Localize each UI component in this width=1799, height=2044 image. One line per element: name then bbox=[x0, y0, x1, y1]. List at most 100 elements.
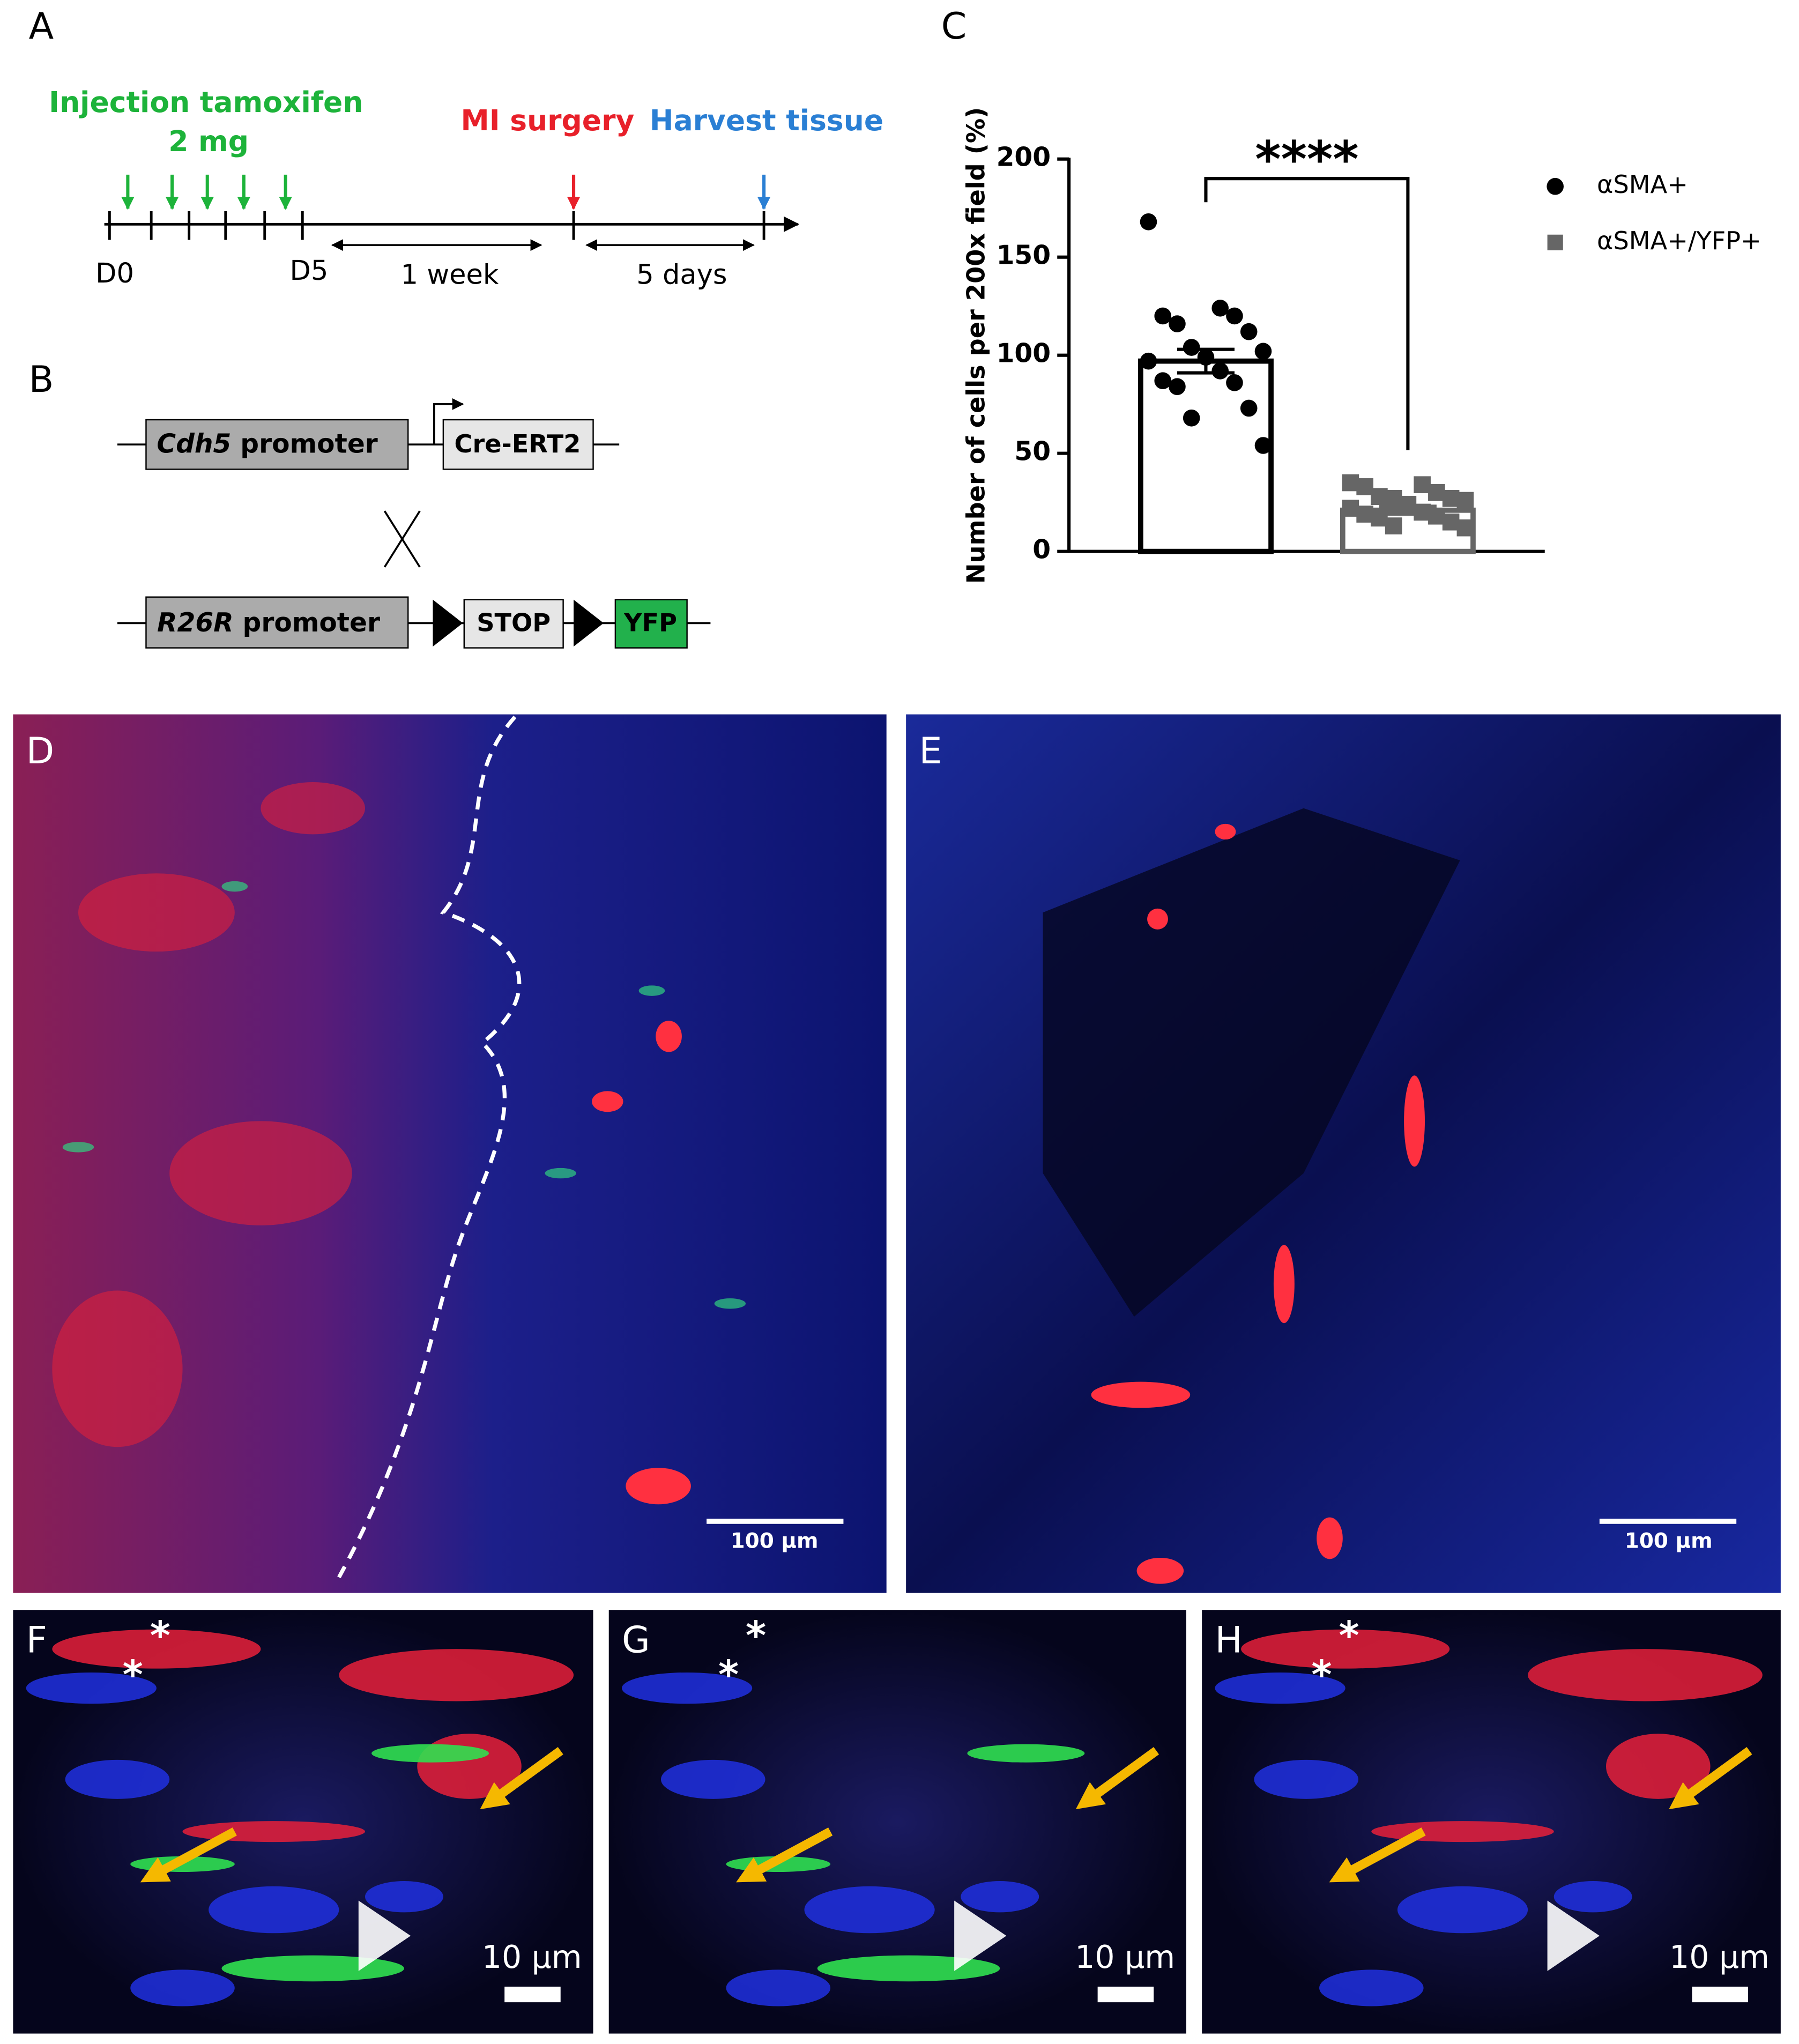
data-point bbox=[1140, 213, 1157, 231]
texture bbox=[1043, 808, 1460, 1317]
data-point bbox=[1456, 519, 1474, 537]
panel-e: E 100 μm bbox=[906, 714, 1781, 1593]
nucleus bbox=[1397, 1886, 1528, 1934]
y-tick-label: 50 bbox=[1014, 437, 1051, 467]
nucleus bbox=[622, 1672, 753, 1704]
injection-arrows bbox=[121, 174, 292, 210]
red-cell bbox=[339, 1649, 574, 1701]
significance-bracket bbox=[1204, 177, 1410, 450]
data-point bbox=[1169, 315, 1186, 332]
data-point bbox=[1456, 492, 1474, 509]
data-point bbox=[1356, 478, 1373, 495]
data-point bbox=[1254, 437, 1272, 454]
nucleus bbox=[1553, 1881, 1632, 1913]
data-point bbox=[1183, 339, 1200, 356]
data-point bbox=[1414, 503, 1431, 521]
panel-label: A bbox=[29, 5, 54, 48]
nucleus bbox=[660, 1759, 765, 1799]
texture bbox=[52, 782, 365, 1447]
cassette-box bbox=[442, 419, 594, 470]
data-point bbox=[1226, 374, 1243, 391]
arrow bbox=[736, 1827, 833, 1883]
panel-label: B bbox=[29, 359, 54, 401]
y-tick-label: 0 bbox=[1032, 535, 1051, 565]
loxp bbox=[574, 599, 604, 647]
promoter-box bbox=[145, 596, 409, 649]
data-point bbox=[1385, 517, 1402, 534]
arrow bbox=[140, 1827, 237, 1883]
nucleus bbox=[1215, 1672, 1345, 1704]
reporter-box bbox=[614, 599, 688, 649]
data-point bbox=[1240, 323, 1258, 340]
nucleus bbox=[365, 1881, 443, 1913]
arrow bbox=[480, 1746, 563, 1810]
nucleus bbox=[726, 1969, 831, 2006]
stop-label: STOP bbox=[477, 608, 551, 637]
data-point bbox=[1342, 474, 1359, 492]
red-cell bbox=[1241, 1629, 1450, 1669]
arrowhead-triangle bbox=[1547, 1900, 1600, 1971]
data-point bbox=[1169, 378, 1186, 396]
vessel bbox=[592, 1021, 691, 1505]
panel-label: F bbox=[26, 1619, 47, 1662]
significance-label: **** bbox=[1255, 130, 1358, 188]
scale-bar-label: 100 μm bbox=[731, 1529, 819, 1553]
nucleus bbox=[1254, 1759, 1358, 1799]
data-point bbox=[1226, 307, 1243, 325]
tss-arrow bbox=[433, 398, 464, 445]
panel-c: C Number of cells per 200x field (%) 0 50… bbox=[941, 5, 1761, 584]
scale-bar-label: 10 μm bbox=[1075, 1939, 1175, 1975]
nucleus bbox=[961, 1881, 1039, 1913]
green-cell bbox=[371, 1744, 489, 1763]
red-cell bbox=[182, 1821, 365, 1842]
data-point bbox=[1197, 348, 1215, 366]
nucleus bbox=[130, 1969, 235, 2006]
vessel bbox=[1091, 823, 1425, 1584]
interval-label: 1 week bbox=[401, 259, 499, 291]
red-cell bbox=[1528, 1649, 1763, 1701]
data-point bbox=[1140, 352, 1157, 370]
scale-bar-label: 100 μm bbox=[1625, 1529, 1713, 1553]
scale-bar-label: 10 μm bbox=[482, 1939, 582, 1975]
marker-label: * bbox=[123, 1653, 143, 1698]
stop-box bbox=[463, 599, 564, 649]
promoter-box bbox=[145, 419, 409, 470]
nucleus bbox=[26, 1672, 157, 1704]
data-point bbox=[1414, 476, 1431, 494]
data-point bbox=[1240, 399, 1258, 417]
arrowhead-triangle bbox=[358, 1900, 411, 1971]
green-cell bbox=[221, 1955, 404, 1982]
data-point bbox=[1154, 372, 1172, 390]
day-label: D0 bbox=[95, 258, 134, 289]
panel-a: A Injection tamoxifen 2 mg MI surgery Ha… bbox=[29, 5, 884, 291]
data-point bbox=[1371, 488, 1388, 505]
promoter-label: R26R promoter bbox=[157, 608, 380, 638]
arrow bbox=[1669, 1746, 1752, 1810]
panel-h: H ** 10 μm bbox=[1202, 1610, 1781, 2034]
cassette-label: Cre-ERT2 bbox=[455, 429, 581, 458]
data-point bbox=[1442, 513, 1460, 531]
data-point bbox=[1342, 500, 1359, 517]
panel-label: C bbox=[941, 5, 967, 48]
data-point bbox=[1183, 409, 1200, 427]
marker-label: * bbox=[1339, 1614, 1359, 1659]
nucleus bbox=[209, 1886, 339, 1934]
y-tick-label: 100 bbox=[997, 339, 1051, 369]
marker-label: * bbox=[746, 1614, 766, 1659]
panel-label: H bbox=[1215, 1619, 1242, 1662]
marker-label: * bbox=[1311, 1653, 1332, 1698]
nucleus bbox=[1319, 1969, 1424, 2006]
interval-label: 5 days bbox=[636, 259, 727, 291]
cross bbox=[383, 510, 421, 568]
day-label: D5 bbox=[290, 255, 329, 287]
arrowhead-triangle bbox=[954, 1900, 1007, 1971]
legend-marker bbox=[1547, 177, 1564, 195]
panel-label: G bbox=[622, 1619, 650, 1662]
green-cell bbox=[967, 1744, 1085, 1763]
border-line bbox=[337, 716, 522, 1579]
promoter-label: Cdh5 promoter bbox=[157, 429, 377, 459]
loxp bbox=[433, 599, 463, 647]
nucleus bbox=[804, 1886, 935, 1934]
panels-fgh: F **10 μmG **10 μmH **10 μm bbox=[13, 1610, 1781, 2034]
